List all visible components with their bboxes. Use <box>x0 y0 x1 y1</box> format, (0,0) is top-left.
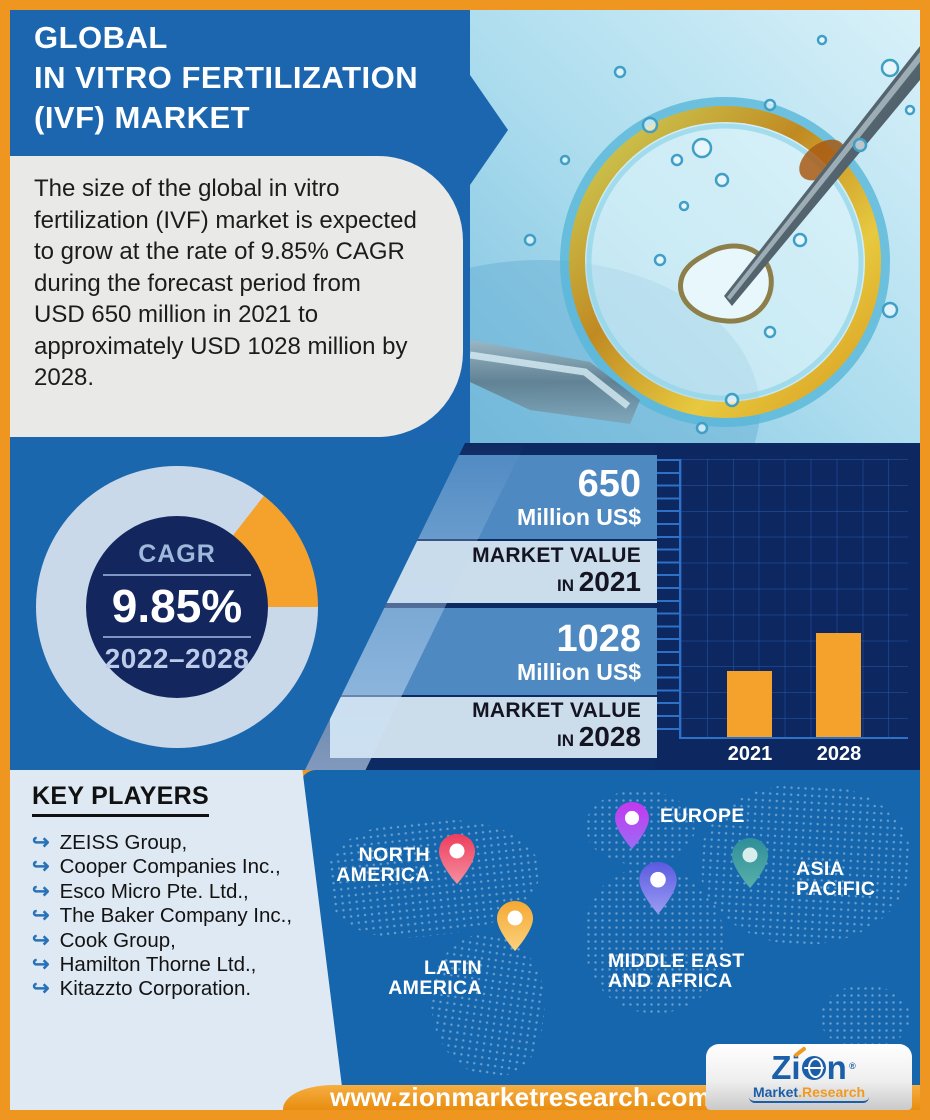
region-label-north-america: NORTH AMERICA <box>336 844 430 886</box>
title-line-1: GLOBAL <box>34 20 168 55</box>
region-label-middle-east-africa: MIDDLE EAST AND AFRICA <box>608 950 745 992</box>
region-label-latin-america: LATIN AMERICA <box>388 957 482 999</box>
location-pin-icon-middle-east-africa <box>639 862 677 914</box>
key-players-heading: KEY PLAYERS <box>32 782 209 817</box>
key-players-panel: KEY PLAYERS ↪ ZEISS Group, ↪ Cooper Compan… <box>10 770 345 1110</box>
year-2028: 2028 <box>578 721 641 752</box>
title-line-3: (IVF) MARKET <box>34 100 251 135</box>
market-value-2028-caption: MARKET VALUE IN 2028 <box>330 697 657 758</box>
list-item: ↪ Esco Micro Pte. Ltd., <box>32 879 249 903</box>
arrow-bullet-icon: ↪ <box>32 953 50 977</box>
title-line-2: IN VITRO FERTILIZATION <box>34 60 419 95</box>
registered-mark: ® <box>849 1060 856 1071</box>
list-item: ↪ Cook Group, <box>32 928 176 952</box>
location-pin-icon-asia-pacific <box>732 838 768 888</box>
bar-chart-panel <box>655 445 920 770</box>
bar-2028 <box>816 633 861 737</box>
page-title: GLOBAL IN VITRO FERTILIZATION (IVF) MARK… <box>34 18 470 138</box>
list-item: ↪ Kitazzto Corporation. <box>32 977 252 1001</box>
header-chevron-shape <box>470 75 508 185</box>
location-pin-icon-latin-america <box>497 901 533 951</box>
bar-label-2028: 2028 <box>816 743 862 765</box>
website-link[interactable]: www.zionmarketresearch.com <box>330 1082 712 1112</box>
ivf-microscopy-image <box>470 10 920 443</box>
list-item: ↪ The Baker Company Inc., <box>32 904 293 928</box>
cagr-value: 9.85% <box>111 579 243 632</box>
arrow-bullet-icon: ↪ <box>32 879 50 903</box>
market-value-2028-figure: 1028 Million US$ <box>330 608 657 695</box>
value-2028: 1028 <box>556 617 641 660</box>
list-item: ↪ Cooper Companies Inc., <box>32 855 281 879</box>
year-2021: 2021 <box>578 565 641 597</box>
bar-label-2021: 2021 <box>727 743 773 765</box>
unit-2028: Million US$ <box>517 658 641 685</box>
list-item: ↪ Hamilton Thorne Ltd., <box>32 953 257 977</box>
globe-icon <box>801 1055 826 1080</box>
market-summary-text: The size of the global in vitro fertiliz… <box>10 156 463 437</box>
arrow-bullet-icon: ↪ <box>32 904 50 928</box>
key-players-list: ↪ ZEISS Group, ↪ Cooper Companies Inc., ↪ E… <box>32 831 345 1002</box>
cagr-label: CAGR <box>138 539 216 568</box>
region-label-europe: EUROPE <box>660 805 745 827</box>
location-pin-icon-europe <box>615 802 649 849</box>
map-dots-australia <box>820 985 910 1050</box>
divider <box>103 573 251 576</box>
location-pin-icon-north-america <box>439 834 475 884</box>
list-item: ↪ ZEISS Group, <box>32 831 188 854</box>
world-map <box>300 770 920 1110</box>
chart-y-axis-ticks <box>657 459 679 739</box>
bar-2021 <box>727 671 772 737</box>
region-label-asia-pacific: ASIA PACIFIC <box>796 858 876 900</box>
arrow-bullet-icon: ↪ <box>32 831 50 854</box>
map-dots-south-america <box>420 927 555 1083</box>
cagr-donut-center: CAGR 9.85% 2022–2028 <box>86 516 268 698</box>
unit-2021: Million US$ <box>517 504 641 530</box>
chart-grid <box>679 459 908 739</box>
logo-sub-text: Market.Research <box>748 1084 870 1103</box>
value-2021: 650 <box>577 463 641 505</box>
arrow-bullet-icon: ↪ <box>32 928 50 952</box>
arrow-bullet-icon: ↪ <box>32 855 50 879</box>
arrow-bullet-icon: ↪ <box>32 977 50 1001</box>
divider <box>103 635 251 638</box>
cagr-period: 2022–2028 <box>104 642 250 674</box>
ivf-photo-illustration <box>470 10 920 443</box>
